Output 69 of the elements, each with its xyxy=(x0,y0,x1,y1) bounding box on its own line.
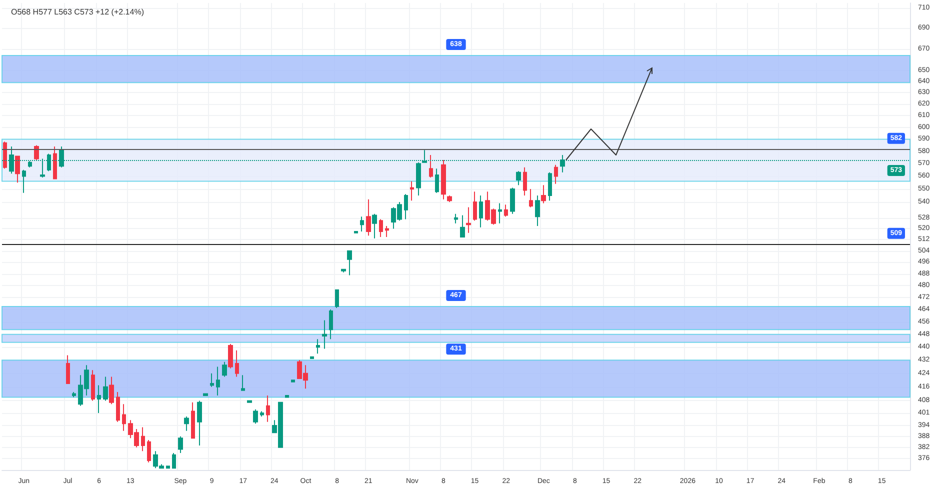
candlestick xyxy=(360,216,364,232)
candlestick xyxy=(385,226,389,238)
candlestick xyxy=(253,408,258,424)
candlestick xyxy=(498,202,502,224)
candlestick xyxy=(147,439,151,463)
candlestick xyxy=(203,393,208,396)
candlestick xyxy=(516,170,521,186)
candlestick xyxy=(191,402,195,439)
candlestick xyxy=(372,213,377,239)
candlestick xyxy=(260,410,264,418)
candlestick xyxy=(53,146,57,180)
candlestick xyxy=(435,168,439,194)
candlestick xyxy=(15,156,20,184)
candlestick xyxy=(310,356,314,360)
candlestick xyxy=(466,206,471,234)
candlestick xyxy=(184,416,189,432)
candlestick xyxy=(91,370,95,402)
candlestick xyxy=(554,164,558,184)
candlestick xyxy=(172,452,176,469)
candlestick xyxy=(441,159,446,200)
candlestick xyxy=(109,376,114,405)
candlestick xyxy=(166,466,170,469)
candlestick xyxy=(247,400,252,403)
candlestick xyxy=(222,361,227,378)
candlestick xyxy=(3,141,7,170)
candlestick xyxy=(116,392,120,422)
candlestick xyxy=(322,320,327,350)
candlestick xyxy=(197,400,202,446)
candlestick xyxy=(97,384,101,414)
candlestick xyxy=(479,194,483,228)
candlestick xyxy=(410,180,414,202)
candlestick xyxy=(210,372,214,388)
candlestick xyxy=(122,404,126,432)
candlestick xyxy=(72,392,76,398)
candlestick xyxy=(335,289,339,308)
candlestick xyxy=(228,343,233,369)
candlestick xyxy=(510,187,515,214)
candlestick xyxy=(329,309,333,340)
candlestick xyxy=(178,436,183,454)
candlestick xyxy=(241,374,245,391)
candlestick xyxy=(291,380,295,382)
candlestick xyxy=(447,194,452,202)
candlestick xyxy=(316,338,320,354)
candlestick xyxy=(103,376,108,402)
candlestick xyxy=(454,213,458,224)
candlestick xyxy=(404,194,408,220)
candlestick xyxy=(66,354,70,384)
candlestick xyxy=(504,204,508,218)
candlestick xyxy=(460,214,465,238)
candlestick xyxy=(235,350,239,378)
candlestick xyxy=(529,188,533,208)
candlestick xyxy=(347,250,352,276)
candlestick xyxy=(34,144,39,160)
candlestick xyxy=(473,191,477,222)
candlestick xyxy=(22,169,26,194)
candlestick xyxy=(341,268,346,273)
candlestick xyxy=(141,426,145,452)
candlestick xyxy=(535,194,540,227)
candlestick xyxy=(379,218,383,238)
candlestick xyxy=(541,184,546,204)
candlestick xyxy=(266,395,270,422)
candlestick xyxy=(523,166,527,196)
candlestick xyxy=(366,198,371,236)
text: O568 H577 L563 C573 +12 (+2.14%) xyxy=(11,8,144,16)
candlestick xyxy=(429,154,433,178)
candlestick xyxy=(354,230,358,234)
candlestick xyxy=(285,395,289,398)
candlestick xyxy=(216,366,220,396)
candlestick xyxy=(548,172,552,202)
